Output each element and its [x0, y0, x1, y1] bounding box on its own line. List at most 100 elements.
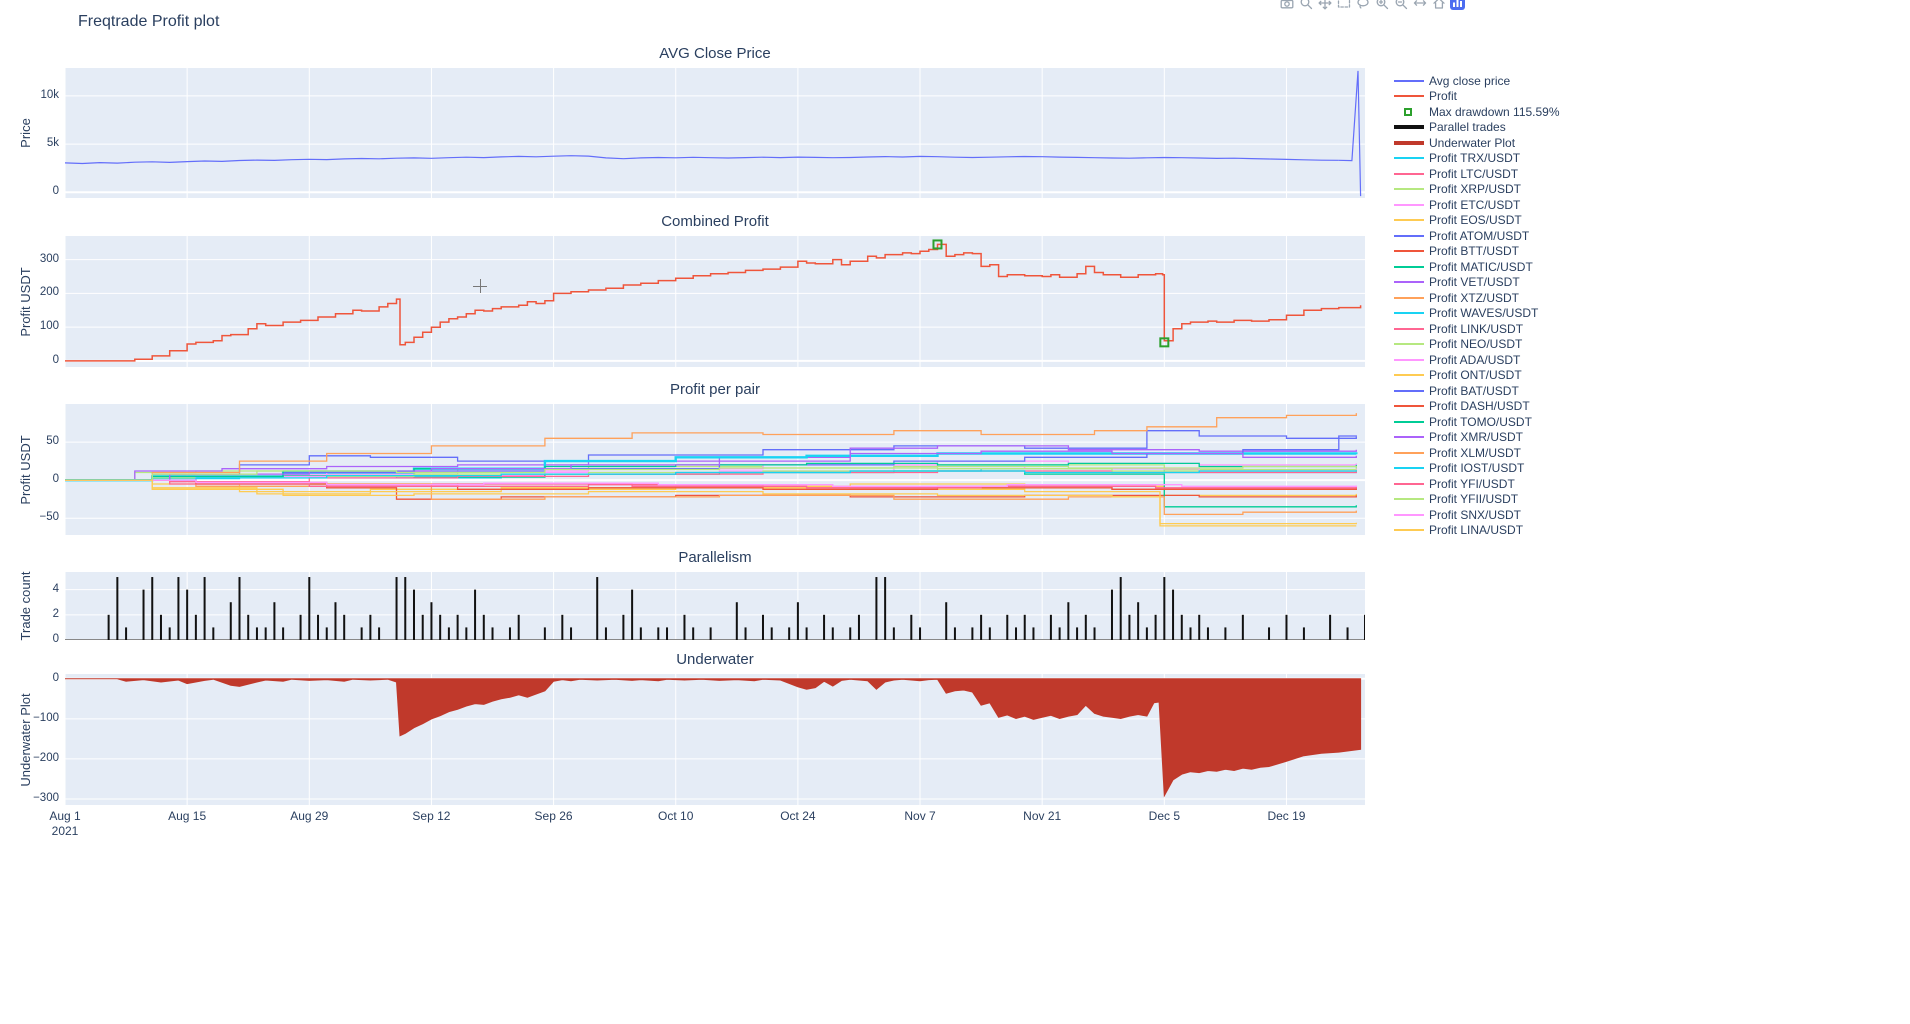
y-tick-label: 0: [52, 353, 59, 366]
panel-title: Profit per pair: [669, 381, 761, 398]
legend-item[interactable]: Profit YFI/USDT: [1394, 476, 1560, 492]
legend-item[interactable]: Max drawdown 115.59%: [1394, 104, 1560, 120]
x-tick-label: Sep 12: [412, 809, 451, 823]
legend-item[interactable]: Profit ETC/USDT: [1394, 197, 1560, 213]
legend-item[interactable]: Profit BTT/USDT: [1394, 244, 1560, 260]
legend-item[interactable]: Profit LINK/USDT: [1394, 321, 1560, 337]
legend-label: Profit SNX/USDT: [1429, 507, 1522, 522]
combined-profit-panel: Combined Profit Profit USDT 0 100 200 300: [18, 213, 1365, 367]
underwater-panel: Underwater Underwater Plot 0 −100 −200 −300: [18, 651, 1365, 805]
legend-line-swatch: [1394, 296, 1424, 299]
legend-item[interactable]: Profit XRP/USDT: [1394, 182, 1560, 198]
y-tick-label: 2: [52, 607, 59, 620]
y-tick-label: 50: [46, 435, 59, 448]
legend-line-swatch: [1394, 234, 1424, 237]
legend-label: Profit WAVES/USDT: [1429, 306, 1539, 321]
panel-title: Parallelism: [678, 549, 752, 566]
legend-line-swatch: [1394, 358, 1424, 361]
legend-label: Profit TRX/USDT: [1429, 151, 1521, 166]
legend-item[interactable]: Profit EOS/USDT: [1394, 213, 1560, 229]
y-tick-label: 100: [39, 320, 59, 333]
zoom-in-icon[interactable]: [1373, 0, 1390, 10]
legend-line-swatch: [1394, 467, 1424, 470]
legend-item[interactable]: Underwater Plot: [1394, 135, 1560, 151]
legend-label: Underwater Plot: [1429, 135, 1516, 150]
legend-label: Avg close price: [1429, 73, 1511, 88]
legend-item[interactable]: Profit BAT/USDT: [1394, 383, 1560, 399]
legend-item[interactable]: Profit DASH/USDT: [1394, 399, 1560, 415]
x-axis-labels: Aug 1 2021 Aug 15 Aug 29 Sep 12 Sep 26 Oct 10 O…: [49, 809, 1365, 843]
legend-item[interactable]: Profit MATIC/USDT: [1394, 259, 1560, 275]
legend-item[interactable]: Profit LINA/USDT: [1394, 523, 1560, 539]
panel-title: Combined Profit: [661, 213, 769, 230]
legend-item[interactable]: Profit TOMO/USDT: [1394, 414, 1560, 430]
profit-per-pair-plot-area[interactable]: [65, 404, 1365, 535]
lasso-icon[interactable]: [1354, 0, 1371, 10]
avg-close-price-plot-area[interactable]: [65, 68, 1365, 198]
combined-profit-plot-area[interactable]: [65, 236, 1365, 367]
legend-item[interactable]: Profit: [1394, 89, 1560, 105]
legend-label: Profit BAT/USDT: [1429, 383, 1519, 398]
zoom-out-icon[interactable]: [1392, 0, 1409, 10]
y-tick-label: 5k: [46, 137, 59, 150]
legend-item[interactable]: Profit YFII/USDT: [1394, 492, 1560, 508]
legend-item[interactable]: Profit WAVES/USDT: [1394, 306, 1560, 322]
legend-line-swatch: [1394, 374, 1424, 377]
parallelism-plot-area[interactable]: [65, 572, 1365, 640]
pan-icon[interactable]: [1316, 0, 1333, 10]
legend-item[interactable]: Profit NEO/USDT: [1394, 337, 1560, 353]
y-tick-label: 0: [52, 633, 59, 645]
legend-line-swatch: [1394, 436, 1424, 439]
legend-line-swatch: [1394, 140, 1424, 145]
legend-item[interactable]: Profit XTZ/USDT: [1394, 290, 1560, 306]
legend-item[interactable]: Profit SNX/USDT: [1394, 507, 1560, 523]
legend-line-swatch: [1394, 157, 1424, 160]
x-tick-label: Dec 19: [1267, 809, 1306, 823]
legend-item[interactable]: Profit XMR/USDT: [1394, 430, 1560, 446]
y-tick-label: −50: [39, 511, 59, 524]
legend-item[interactable]: Profit LTC/USDT: [1394, 166, 1560, 182]
legend-item[interactable]: Parallel trades: [1394, 120, 1560, 136]
legend-line-swatch: [1394, 312, 1424, 315]
legend-item[interactable]: Profit ONT/USDT: [1394, 368, 1560, 384]
profit-per-pair-panel: Profit per pair Profit USDT −50 0 50: [18, 381, 1365, 535]
legend-label: Max drawdown 115.59%: [1429, 104, 1560, 119]
legend-item[interactable]: Profit VET/USDT: [1394, 275, 1560, 291]
zoom-icon[interactable]: [1297, 0, 1314, 10]
legend-item[interactable]: Profit XLM/USDT: [1394, 445, 1560, 461]
x-tick-label: Dec 5: [1148, 809, 1181, 823]
legend-line-swatch: [1394, 405, 1424, 408]
legend-line-swatch: [1394, 188, 1424, 191]
x-tick-label: Oct 24: [780, 809, 816, 823]
y-tick-labels: −50 0 50: [19, 404, 59, 535]
crosshair-vertical: [480, 279, 481, 293]
legend-label: Profit DASH/USDT: [1429, 399, 1530, 414]
reset-axes-icon[interactable]: [1430, 0, 1447, 10]
legend-item[interactable]: Profit IOST/USDT: [1394, 461, 1560, 477]
legend-label: Profit LTC/USDT: [1429, 166, 1519, 181]
legend-item[interactable]: Profit ATOM/USDT: [1394, 228, 1560, 244]
legend-item[interactable]: Profit TRX/USDT: [1394, 151, 1560, 167]
camera-icon[interactable]: [1278, 0, 1295, 10]
avg-close-price-panel: AVG Close Price Price 0 5k 10k: [18, 45, 1365, 198]
legend-label: Profit LINK/USDT: [1429, 321, 1524, 336]
legend-label: Profit ATOM/USDT: [1429, 228, 1530, 243]
legend-line-swatch: [1394, 451, 1424, 454]
y-tick-label: 4: [52, 582, 59, 595]
y-tick-labels: 0 100 200 300: [19, 236, 59, 367]
legend-item[interactable]: Profit ADA/USDT: [1394, 352, 1560, 368]
y-tick-label: −200: [33, 751, 59, 764]
y-tick-label: 0: [52, 473, 59, 486]
legend-label: Parallel trades: [1429, 120, 1506, 135]
plotly-logo[interactable]: [1449, 0, 1466, 10]
underwater-plot-area[interactable]: [65, 674, 1365, 805]
y-tick-labels: 0 5k 10k: [19, 68, 59, 198]
legend-item[interactable]: Avg close price: [1394, 73, 1560, 89]
legend-label: Profit XTZ/USDT: [1429, 290, 1520, 305]
legend-label: Profit IOST/USDT: [1429, 461, 1525, 476]
autoscale-icon[interactable]: [1411, 0, 1428, 10]
box-select-icon[interactable]: [1335, 0, 1352, 10]
y-tick-label: 200: [39, 286, 59, 299]
legend-label: Profit ADA/USDT: [1429, 352, 1521, 367]
legend-label: Profit NEO/USDT: [1429, 337, 1523, 352]
